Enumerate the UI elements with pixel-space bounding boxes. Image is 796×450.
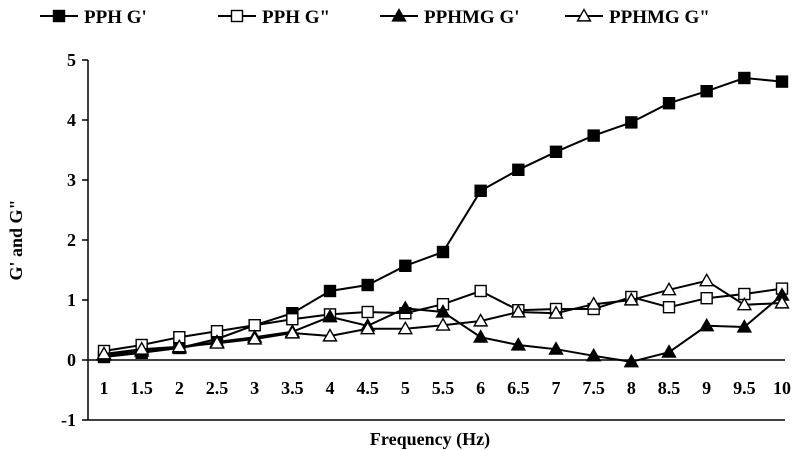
data-point bbox=[322, 328, 338, 342]
legend-marker bbox=[230, 9, 244, 23]
data-point bbox=[736, 296, 753, 311]
data-point bbox=[133, 341, 150, 355]
x-tick-label: 7.5 bbox=[582, 378, 605, 398]
legend-item: PPHMG G" bbox=[565, 7, 710, 28]
x-tick-label: 2 bbox=[175, 378, 184, 398]
y-tick-label: 1 bbox=[67, 290, 76, 310]
data-point bbox=[474, 284, 487, 298]
data-point bbox=[548, 305, 564, 319]
data-point bbox=[700, 84, 713, 98]
legend-label: PPH G" bbox=[262, 7, 330, 28]
data-point bbox=[585, 296, 602, 310]
axes bbox=[87, 60, 785, 421]
legend-label: PPH G' bbox=[84, 7, 147, 28]
y-tick-label: -1 bbox=[61, 410, 76, 430]
data-point bbox=[397, 300, 414, 314]
x-tick-label: 5.5 bbox=[432, 378, 455, 398]
data-point bbox=[474, 184, 487, 198]
x-tick-label: 3 bbox=[250, 378, 259, 398]
x-tick-label: 9.5 bbox=[733, 378, 756, 398]
series-4 bbox=[96, 272, 790, 360]
data-point bbox=[435, 317, 451, 331]
x-tick-label: 4 bbox=[326, 378, 335, 398]
x-tick-label: 4.5 bbox=[356, 378, 379, 398]
data-point bbox=[96, 346, 112, 360]
data-point bbox=[549, 145, 563, 159]
data-point bbox=[322, 308, 338, 323]
data-point bbox=[512, 163, 525, 177]
data-point bbox=[359, 320, 376, 335]
data-point bbox=[625, 116, 638, 129]
x-tick-label: 3.5 bbox=[281, 378, 304, 398]
legend-marker bbox=[52, 9, 66, 23]
x-axis-title: Frequency (Hz) bbox=[370, 429, 490, 450]
data-point bbox=[587, 129, 600, 142]
legend-item: PPH G" bbox=[218, 7, 330, 28]
x-tick-label: 9 bbox=[702, 378, 711, 398]
legend: PPH G' PPH G" PPHMG G' PPHMG G" bbox=[40, 7, 710, 28]
y-axis-title: G' and G" bbox=[6, 199, 26, 280]
data-point bbox=[736, 319, 753, 333]
x-tick-label: 2.5 bbox=[206, 378, 229, 398]
data-point bbox=[361, 278, 374, 292]
data-point bbox=[662, 96, 676, 110]
legend-marker bbox=[576, 8, 592, 22]
x-tick-label: 1 bbox=[100, 378, 109, 398]
x-tick-label: 6 bbox=[476, 378, 485, 398]
y-tick-label: 5 bbox=[67, 50, 76, 70]
data-point bbox=[435, 304, 451, 318]
data-point bbox=[698, 272, 715, 287]
data-point bbox=[662, 301, 676, 314]
data-point bbox=[510, 337, 527, 351]
data-point bbox=[585, 347, 602, 362]
legend-item: PPHMG G' bbox=[380, 7, 520, 28]
data-point bbox=[548, 341, 564, 355]
y-tick-label: 0 bbox=[67, 350, 76, 370]
data-point bbox=[661, 344, 677, 358]
data-point bbox=[397, 320, 414, 335]
y-tick-label: 3 bbox=[67, 170, 76, 190]
data-point bbox=[248, 319, 261, 332]
x-ticks: 1 1.5 2 2.5 3 3.5 4 4.5 5 5.5 6 6.5 7 7.5 8 8.5 9 9.5 10 bbox=[100, 378, 792, 398]
data-point bbox=[774, 295, 790, 309]
data-point bbox=[286, 313, 299, 326]
y-tick-label: 4 bbox=[67, 110, 76, 130]
data-point bbox=[472, 313, 489, 327]
data-point bbox=[323, 284, 337, 298]
data-point bbox=[738, 71, 751, 85]
data-point bbox=[661, 281, 677, 296]
data-point bbox=[399, 259, 412, 272]
x-tick-label: 7 bbox=[552, 378, 561, 398]
legend-marker bbox=[391, 8, 407, 22]
data-point bbox=[171, 338, 188, 353]
data-point bbox=[700, 292, 713, 305]
x-tick-label: 6.5 bbox=[507, 378, 530, 398]
data-point bbox=[361, 305, 374, 319]
x-tick-label: 10 bbox=[773, 378, 791, 398]
data-point bbox=[775, 75, 789, 88]
data-point bbox=[284, 325, 301, 339]
series-layer bbox=[96, 71, 790, 368]
data-point bbox=[436, 245, 450, 259]
legend-label: PPHMG G' bbox=[424, 7, 520, 28]
x-tick-label: 1.5 bbox=[130, 378, 153, 398]
data-point bbox=[623, 292, 640, 306]
x-tick-label: 5 bbox=[401, 378, 410, 398]
data-point bbox=[623, 353, 640, 368]
x-tick-label: 8 bbox=[627, 378, 636, 398]
data-point bbox=[209, 335, 225, 349]
data-point bbox=[472, 329, 489, 343]
legend-item: PPH G' bbox=[40, 7, 147, 28]
legend-label: PPHMG G" bbox=[609, 7, 710, 28]
data-point bbox=[510, 304, 527, 318]
data-point bbox=[698, 317, 715, 332]
y-tick-label: 2 bbox=[67, 230, 76, 250]
y-ticks: -1 0 1 2 3 4 5 bbox=[61, 50, 88, 430]
data-point bbox=[246, 331, 263, 345]
x-tick-label: 8.5 bbox=[658, 378, 681, 398]
